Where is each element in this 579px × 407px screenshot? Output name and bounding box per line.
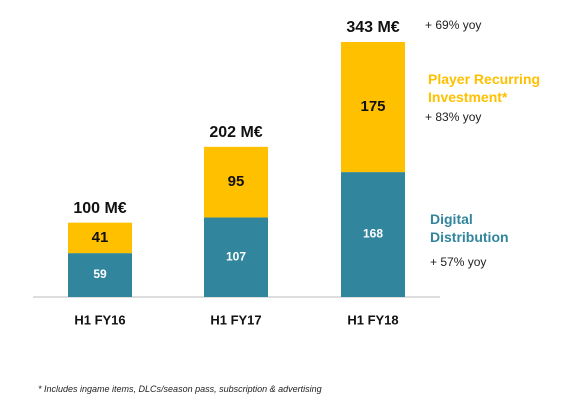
footnote: * Includes ingame items, DLCs/season pas… [38, 384, 322, 394]
segment-label: 168 [363, 227, 383, 241]
total-label: 343 M€ [346, 19, 399, 36]
segment-label: 41 [92, 229, 109, 246]
legend-label: Player Recurring Investment* [428, 71, 541, 105]
segment-label: 107 [226, 249, 246, 263]
bar-segment [204, 146, 268, 218]
x-tick-label: H1 FY18 [347, 312, 398, 327]
segment-label: 95 [228, 173, 245, 190]
series-annotation: + 83% yoy [425, 110, 482, 124]
bar-segment [68, 222, 132, 254]
x-tick-label: H1 FY16 [74, 312, 125, 327]
total-label: 202 M€ [209, 124, 262, 141]
x-tick-label: H1 FY17 [210, 312, 261, 327]
legend-label: Digital Distribution [430, 211, 509, 245]
bar-segment [204, 217, 268, 297]
segment-label: 59 [93, 267, 107, 281]
bar-segment [341, 42, 405, 173]
bar-segment [68, 253, 132, 297]
series-annotation: + 57% yoy [430, 255, 487, 269]
total-label: 100 M€ [73, 200, 126, 217]
segment-label: 175 [360, 98, 385, 115]
total-annotation: + 69% yoy [425, 18, 482, 32]
bar-segment [341, 172, 405, 297]
